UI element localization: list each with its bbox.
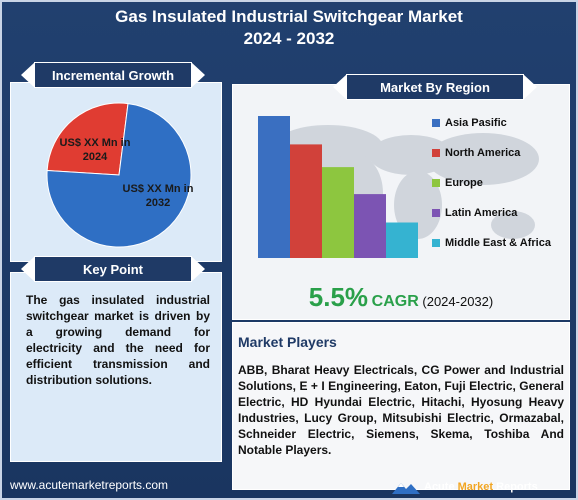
title-line-1: Gas Insulated Industrial Switchgear Mark… [115,7,463,26]
legend-label-asia-pacific: Asia Pasific [445,117,507,129]
pie-chart-svg [46,102,192,248]
pie-label-2024-line2: 2024 [82,151,108,163]
cagr-period: (2024-2032) [422,294,494,309]
bar-2 [322,167,354,258]
legend-label-europe: Europe [445,177,483,189]
pie-label-2032-line2: 2032 [145,197,171,209]
legend-swatch-north-america [432,149,440,157]
region-bar-chart [258,116,418,258]
incremental-growth-heading: Incremental Growth [21,62,205,88]
legend-item-asia-pacific: Asia Pasific [432,108,572,138]
pie-label-2032: US$ XX Mn in 2032 [108,182,208,210]
cagr-label: CAGR [371,293,419,310]
logo-text: Acute Market Reports [424,481,538,493]
key-point-text: The gas insulated industrial switchgear … [26,293,210,387]
cagr-line: 5.5% CAGR (2024-2032) [232,282,570,313]
pie-label-2024: US$ XX Mn in 2024 [52,136,138,164]
page-title: Gas Insulated Industrial Switchgear Mark… [0,6,578,50]
market-by-region-heading: Market By Region [333,74,537,100]
pie-slice-0 [46,102,129,176]
legend-swatch-europe [432,179,440,187]
legend-item-north-america: North America [432,138,572,168]
bar-0 [258,116,290,258]
region-legend: Asia Pasific North America Europe Latin … [432,108,572,258]
legend-item-middle-east-africa: Middle East & Africa [432,228,572,258]
logo-text-part3: Reports [493,481,538,493]
legend-swatch-latin-america [432,209,440,217]
logo-text-part1: Acute [424,481,458,493]
cagr-value: 5.5% [308,282,369,312]
footer-website-link[interactable]: www.acutemarketreports.com [10,478,169,492]
acute-market-reports-logo: Acute Market Reports [392,478,572,496]
legend-swatch-middle-east-africa [432,239,440,247]
logo-mountain-icon [392,483,420,494]
bar-4 [386,222,418,258]
legend-label-north-america: North America [445,147,521,159]
key-point-heading: Key Point [21,256,205,282]
key-point-panel [10,272,222,462]
market-players-panel [232,322,570,490]
legend-item-latin-america: Latin America [432,198,572,228]
pie-slice-1 [46,103,192,248]
pie-label-2032-line1: US$ XX Mn in [122,183,194,195]
bar-3 [354,194,386,258]
market-players-text: ABB, Bharat Heavy Electricals, CG Power … [238,363,564,457]
logo-text-part2: Market [457,481,494,493]
incremental-growth-pie [44,100,194,250]
legend-label-middle-east-africa: Middle East & Africa [445,237,551,249]
legend-item-europe: Europe [432,168,572,198]
market-players-heading: Market Players [238,334,337,350]
pie-label-2024-line1: US$ XX Mn in [59,137,131,149]
bar-1 [290,144,322,258]
legend-label-latin-america: Latin America [445,207,518,219]
legend-swatch-asia-pacific [432,119,440,127]
title-line-2: 2024 - 2032 [243,29,335,48]
